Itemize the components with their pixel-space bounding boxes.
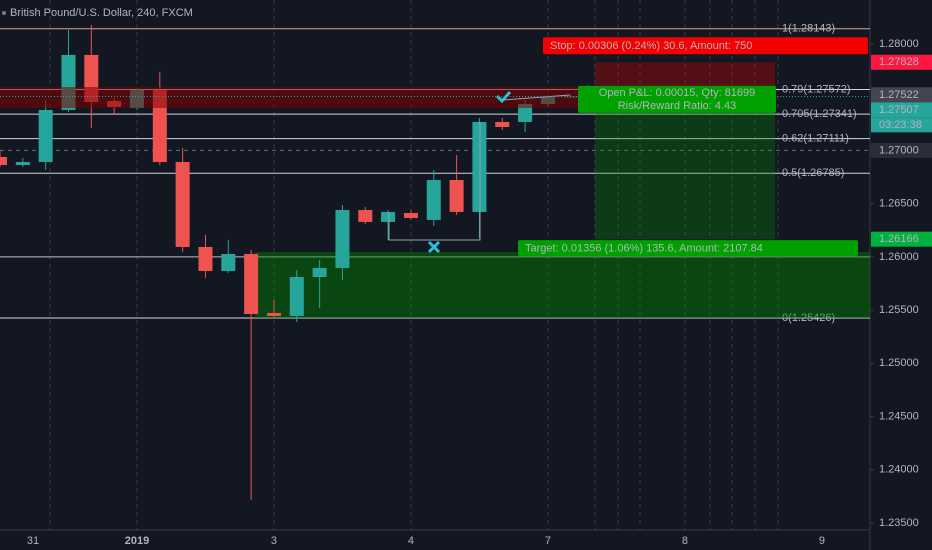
price-tag: [871, 142, 932, 158]
ratio-label: Risk/Reward Ratio: 4.43: [618, 100, 737, 112]
price-tag-label: 1.27828: [879, 56, 919, 68]
candle-body: [381, 211, 396, 222]
candle-body: [495, 121, 510, 127]
y-tick-label: 1.24000: [879, 464, 919, 476]
fib-label: 0.79(1.27572): [782, 83, 851, 95]
candle-body: [244, 253, 259, 315]
candle-body: [358, 210, 373, 222]
x-tick-label: 2019: [125, 535, 149, 547]
candle-body: [0, 157, 7, 165]
fib-label: 0.705(1.27341): [782, 108, 857, 120]
x-tick-label: 8: [682, 535, 688, 547]
check-marker: [495, 91, 512, 104]
y-tick-label: 1.23500: [879, 517, 919, 529]
x-tick-label: 9: [819, 535, 825, 547]
stop-label-box: [543, 37, 868, 55]
fib-label: 0.5(1.26785): [782, 167, 844, 179]
candle-body: [175, 162, 190, 247]
y-tick-label: 1.25000: [879, 357, 919, 369]
price-tag: [871, 102, 932, 118]
candle-body: [472, 121, 487, 212]
y-tick-label: 1.26500: [879, 198, 919, 210]
y-tick-label: 1.24500: [879, 410, 919, 422]
candle-body: [221, 253, 236, 272]
target-label-box: [518, 240, 858, 257]
target-zone: [595, 94, 775, 240]
candle-body: [335, 210, 350, 268]
pnl-label: Open P&L: 0.00015, Qty: 81699: [599, 87, 756, 99]
pattern-line: [388, 94, 571, 241]
target-label: Target: 0.01356 (1.06%) 135.6, Amount: 2…: [525, 243, 763, 255]
status-dot: [2, 11, 6, 15]
x-tick-label: 4: [408, 535, 414, 547]
pnl-box: [578, 85, 776, 113]
candle-body: [518, 103, 533, 122]
fib-label: 1(1.28143): [782, 23, 835, 35]
price-tag-label: 1.27000: [879, 144, 919, 156]
countdown: 03:23:38: [879, 119, 922, 131]
x-tick-label: 7: [545, 535, 551, 547]
x-tick-label: 31: [27, 535, 39, 547]
y-tick-label: 1.28000: [879, 38, 919, 50]
candle-body: [266, 312, 281, 316]
countdown-box: [871, 117, 932, 133]
candle-body: [38, 109, 53, 163]
zone-rect: [255, 252, 870, 318]
y-tick-label: 1.25500: [879, 304, 919, 316]
candle-body: [426, 180, 441, 220]
candle-body: [289, 276, 304, 316]
fib-label: 0.62(1.27111): [782, 133, 849, 145]
price-tag-label: 1.26166: [879, 233, 919, 245]
price-tag: [871, 54, 932, 70]
candle-body: [198, 246, 213, 272]
candle-body: [15, 162, 30, 165]
stop-label: Stop: 0.00306 (0.24%) 30.6, Amount: 750: [550, 40, 752, 52]
chart-title: British Pound/U.S. Dollar, 240, FXCM: [10, 7, 193, 19]
price-tag-label: 1.27507: [879, 104, 919, 116]
fib-label: 0(1.25426): [782, 312, 835, 324]
y-tick-label: 1.26000: [879, 251, 919, 263]
price-tag: [871, 87, 932, 103]
price-tag: [871, 231, 932, 247]
x-marker: [427, 240, 441, 254]
candle-body: [449, 180, 464, 212]
candle-body: [312, 267, 327, 277]
price-tag-label: 1.27522: [879, 89, 919, 101]
candle-body: [403, 213, 418, 219]
x-tick-label: 3: [271, 535, 277, 547]
